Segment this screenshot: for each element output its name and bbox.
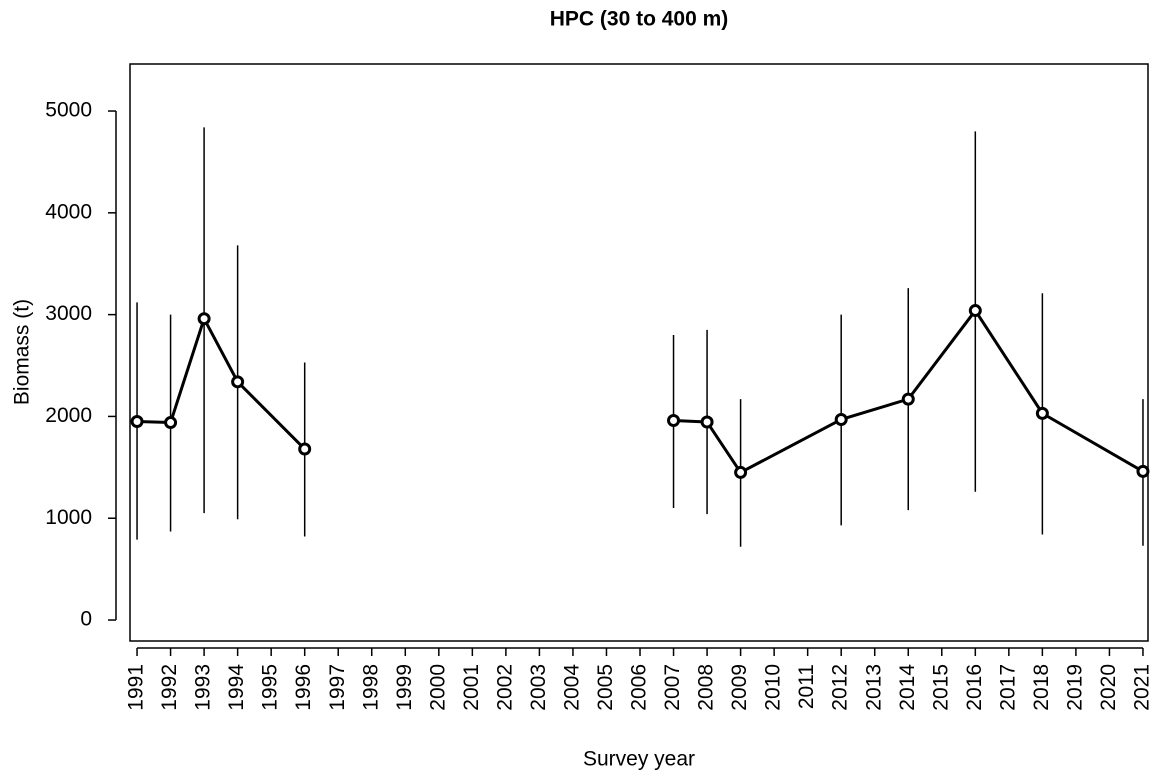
data-point: [968, 304, 982, 318]
x-tick-label: 2007: [661, 664, 684, 711]
x-tick-label: 2009: [728, 664, 751, 711]
plot-frame: [129, 63, 1149, 642]
x-tick-label: 1999: [393, 664, 416, 711]
x-tick-label: 2006: [628, 664, 651, 711]
data-point: [834, 412, 848, 426]
x-tick-label: 1995: [259, 664, 282, 711]
x-tick-label: 2000: [426, 664, 449, 711]
x-tick-label: 2002: [493, 664, 516, 711]
x-tick-label: 2012: [829, 664, 852, 711]
x-tick-label: 2008: [695, 664, 718, 711]
y-tick-label: 1000: [45, 506, 92, 529]
x-tick-label: 2016: [963, 664, 986, 711]
x-tick-label: 2005: [594, 664, 617, 711]
data-point: [1035, 406, 1049, 420]
x-tick-label: 2018: [1030, 664, 1053, 711]
x-tick-label: 2021: [1131, 664, 1154, 711]
x-tick-label: 2001: [460, 664, 483, 711]
x-tick-label: 2010: [762, 664, 785, 711]
data-point: [734, 465, 748, 479]
series-line: [136, 317, 306, 451]
y-tick-label: 0: [80, 608, 92, 631]
data-point: [130, 415, 144, 429]
x-tick-label: 1997: [326, 664, 349, 711]
y-tick-label: 5000: [45, 99, 92, 122]
x-tick-label: 1998: [359, 664, 382, 711]
data-point: [231, 375, 245, 389]
data-point: [164, 416, 178, 430]
x-tick-label: 1992: [158, 664, 181, 711]
x-tick-label: 1994: [225, 664, 248, 711]
chart-title: HPC (30 to 400 m): [550, 8, 729, 31]
y-tick-label: 3000: [45, 302, 92, 325]
data-point: [197, 312, 211, 326]
x-tick-label: 2014: [896, 664, 919, 711]
data-point: [1136, 464, 1150, 478]
y-axis-label: Biomass (t): [11, 299, 34, 405]
y-tick-label: 2000: [45, 404, 92, 427]
y-tick-label: 4000: [45, 200, 92, 223]
x-tick-label: 1993: [192, 664, 215, 711]
x-tick-label: 2020: [1097, 664, 1120, 711]
x-tick-label: 1991: [125, 664, 148, 711]
x-tick-label: 2003: [527, 664, 550, 711]
series-line: [673, 309, 1144, 474]
x-tick-label: 1996: [292, 664, 315, 711]
data-point: [667, 414, 681, 428]
x-tick-label: 2011: [795, 664, 818, 709]
x-tick-label: 2013: [862, 664, 885, 711]
x-tick-label: 2015: [929, 664, 952, 711]
x-axis-label: Survey year: [583, 748, 695, 771]
data-point: [700, 415, 714, 429]
x-tick-label: 2017: [996, 664, 1019, 711]
data-point: [298, 442, 312, 456]
x-tick-label: 2019: [1063, 664, 1086, 711]
x-tick-label: 2004: [560, 664, 583, 711]
data-point: [901, 392, 915, 406]
